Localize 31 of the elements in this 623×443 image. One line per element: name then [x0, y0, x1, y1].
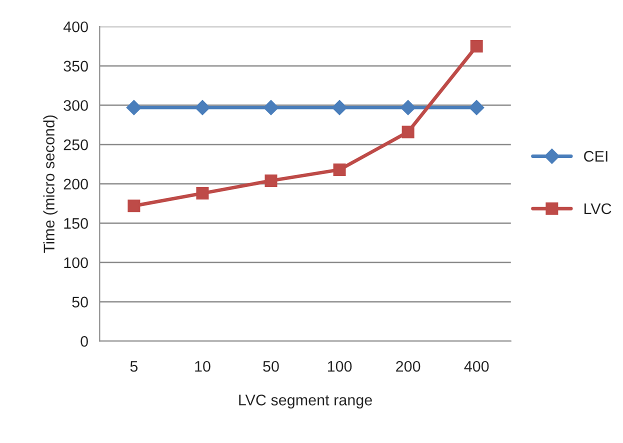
- point: [469, 100, 484, 116]
- x-tick-label: 50: [263, 360, 279, 372]
- point: [126, 100, 142, 116]
- point: [333, 163, 346, 176]
- y-tick-label: 250: [64, 139, 88, 150]
- y-tick-label: 200: [64, 178, 88, 190]
- y-tick-label: 300: [64, 100, 88, 111]
- y-tick-label: 50: [72, 296, 88, 308]
- legend-label: LVC: [584, 203, 612, 214]
- y-tick-label: 150: [64, 218, 88, 229]
- point: [470, 40, 483, 52]
- point: [194, 100, 210, 116]
- x-axis-title: LVC segment range: [239, 394, 372, 408]
- point: [264, 174, 278, 187]
- x-tick-label: 5: [130, 361, 138, 372]
- y-tick-label: 100: [64, 257, 88, 268]
- point: [196, 187, 209, 200]
- x-tick-label: 100: [328, 360, 352, 372]
- y-axis-title: Time (micro second): [43, 115, 58, 253]
- y-tick-label: 350: [64, 60, 88, 72]
- point: [400, 100, 416, 116]
- x-tick-label: 400: [464, 360, 489, 372]
- point: [332, 100, 348, 116]
- x-tick-label: 200: [396, 360, 420, 372]
- point: [128, 200, 140, 212]
- point: [402, 126, 414, 138]
- point: [263, 100, 279, 116]
- x-tick-label: 10: [195, 360, 210, 372]
- y-tick-label: 0: [80, 336, 88, 347]
- y-tick-label: 400: [63, 21, 88, 32]
- legend-label: CEI: [584, 150, 608, 162]
